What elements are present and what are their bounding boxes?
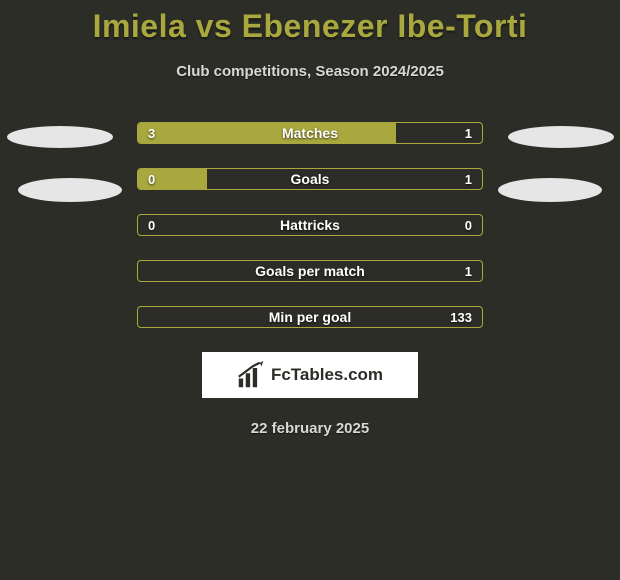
stat-bar: 00Hattricks — [137, 214, 483, 236]
stat-label: Hattricks — [138, 215, 482, 235]
stat-row: 133Min per goal — [0, 306, 620, 328]
stat-bar: 133Min per goal — [137, 306, 483, 328]
stat-rows: 31Matches 01Goals 00Hattricks 1Goals per ma… — [0, 122, 620, 328]
avatar-placeholder — [508, 126, 614, 148]
stat-label: Goals per match — [138, 261, 482, 281]
avatar-placeholder — [7, 126, 113, 148]
stat-row: 00Hattricks — [0, 214, 620, 236]
stat-bar: 31Matches — [137, 122, 483, 144]
stat-label: Goals — [138, 169, 482, 189]
stat-label: Matches — [138, 123, 482, 143]
avatar-placeholder — [18, 178, 122, 202]
comparison-card: Imiela vs Ebenezer Ibe-Torti Club compet… — [0, 0, 620, 437]
bar-chart-icon — [237, 361, 265, 389]
avatar-placeholder — [498, 178, 602, 202]
brand-name: FcTables.com — [271, 365, 383, 385]
date-label: 22 february 2025 — [0, 420, 620, 437]
stat-bar: 01Goals — [137, 168, 483, 190]
page-title: Imiela vs Ebenezer Ibe-Torti — [0, 8, 620, 45]
stat-bar: 1Goals per match — [137, 260, 483, 282]
stat-row: 1Goals per match — [0, 260, 620, 282]
subtitle: Club competitions, Season 2024/2025 — [0, 63, 620, 80]
stat-label: Min per goal — [138, 307, 482, 327]
brand-badge: FcTables.com — [202, 352, 418, 398]
